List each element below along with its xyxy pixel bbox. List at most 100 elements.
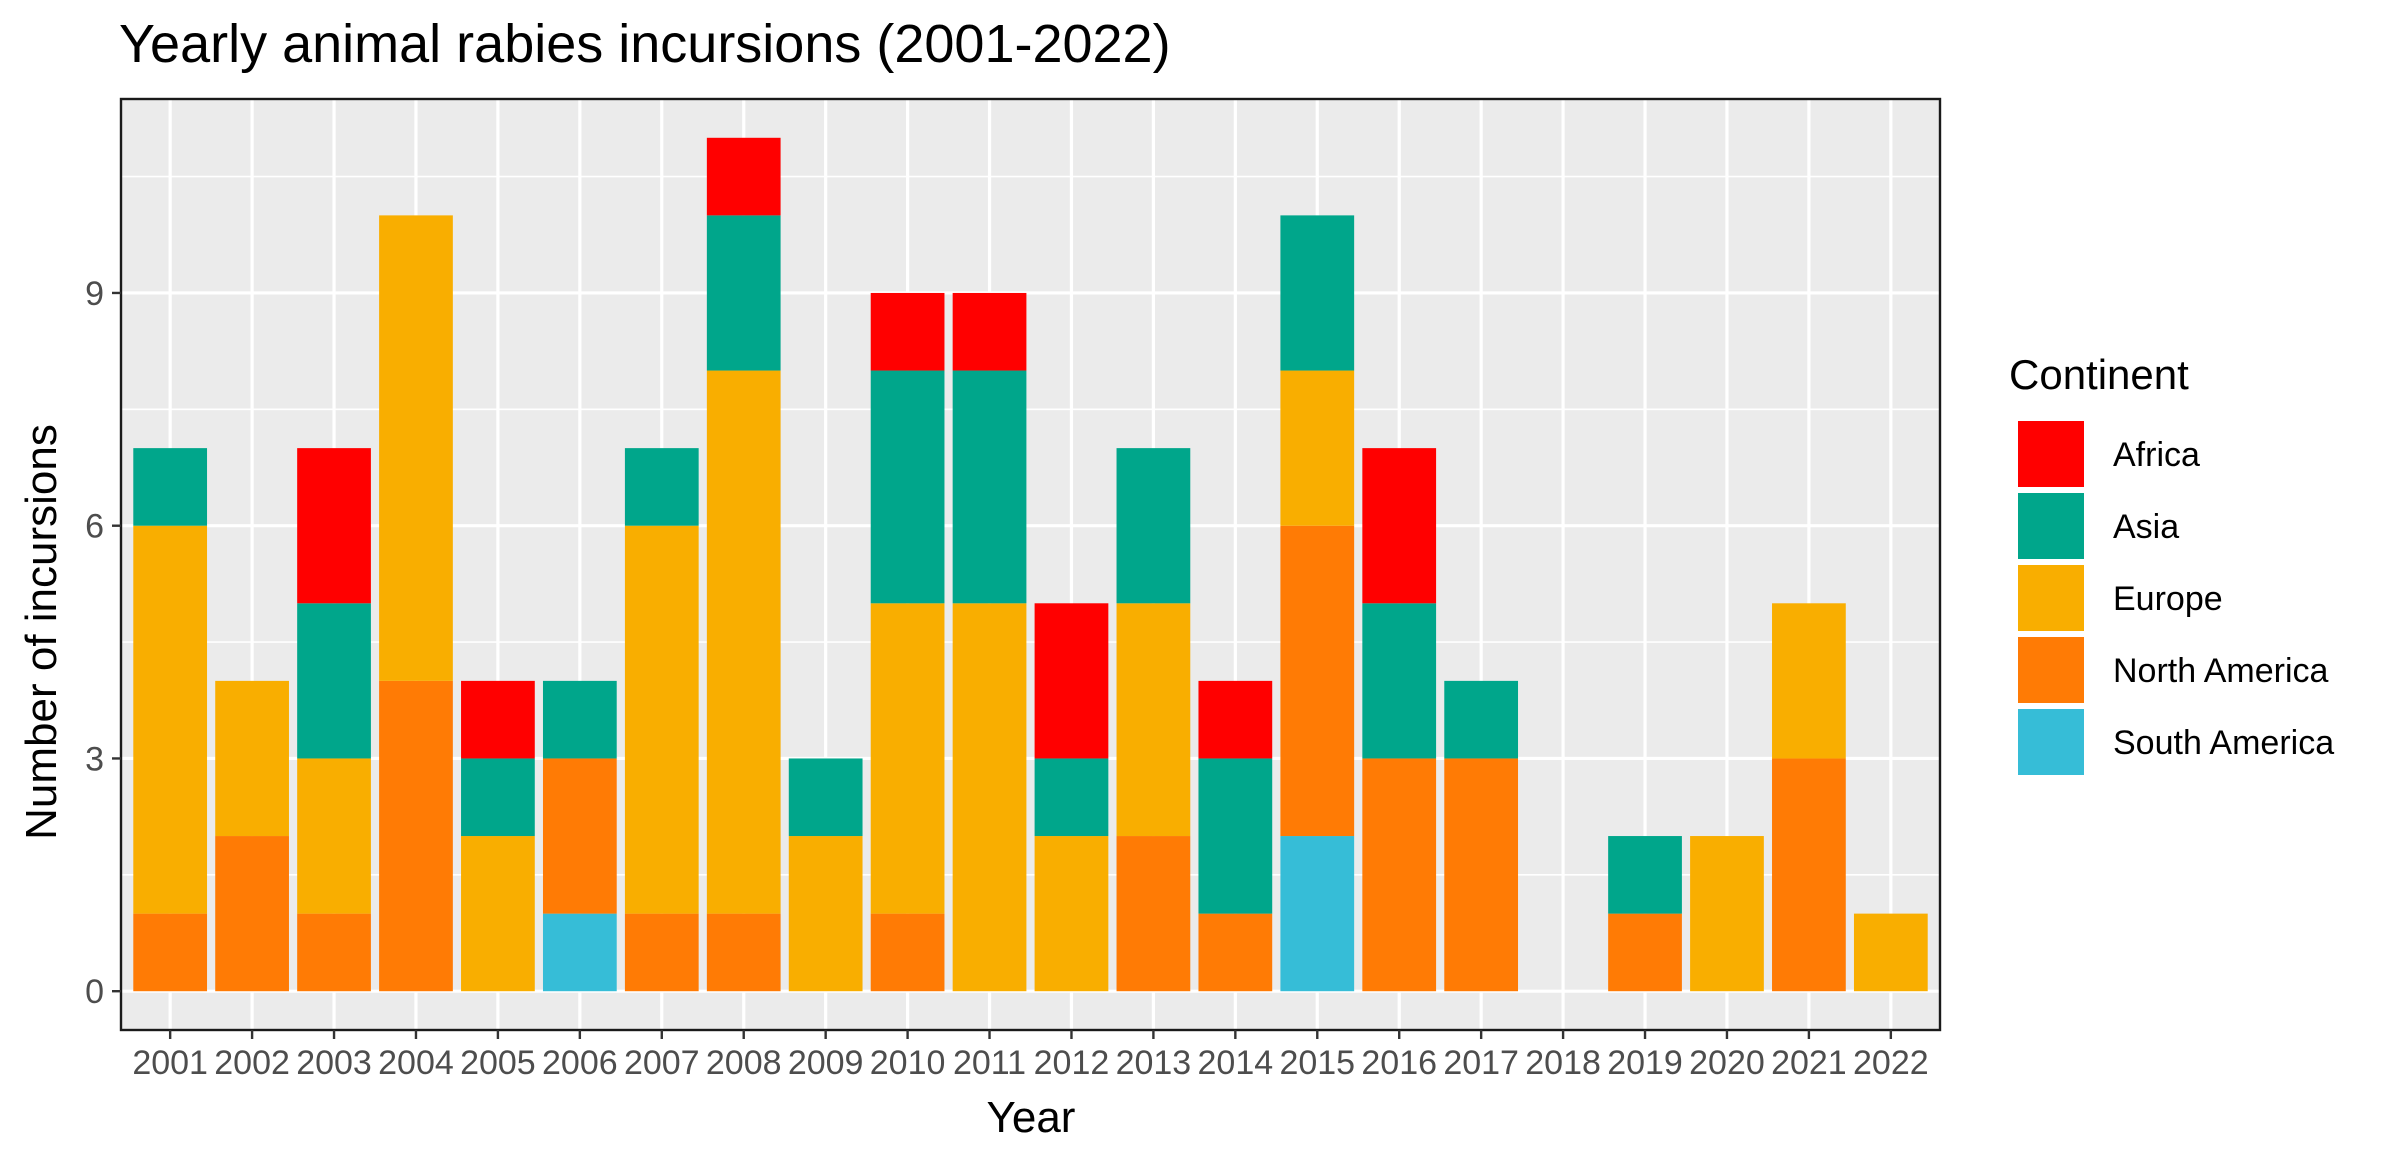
legend: Africa Asia Europe North America South Ameri… bbox=[2018, 421, 2334, 775]
legend-key bbox=[2018, 637, 2084, 703]
bar-segment bbox=[1608, 913, 1682, 992]
y-tick-label: 3 bbox=[85, 740, 104, 778]
bar-segment bbox=[215, 680, 289, 837]
bar-segment bbox=[706, 913, 781, 992]
x-tick-label: 2003 bbox=[296, 1044, 372, 1082]
bar-segment bbox=[1280, 525, 1355, 837]
bar-segment bbox=[1772, 758, 1846, 992]
x-tick-label: 2002 bbox=[214, 1044, 290, 1082]
bar-segment bbox=[1690, 836, 1764, 992]
bar-segment bbox=[542, 680, 617, 759]
bar-segment bbox=[1034, 758, 1109, 837]
x-tick-label: 2014 bbox=[1198, 1044, 1274, 1082]
bar-segment bbox=[1853, 913, 1928, 992]
y-tick-label: 9 bbox=[85, 275, 104, 313]
legend-key bbox=[2018, 709, 2084, 775]
bar-segment bbox=[1772, 603, 1846, 759]
bar-segment bbox=[870, 913, 945, 992]
bar-segment bbox=[379, 215, 453, 681]
bar-segment bbox=[461, 680, 535, 759]
y-tick-label: 6 bbox=[85, 508, 104, 546]
x-tick-label: 2001 bbox=[132, 1044, 208, 1082]
bar-segment bbox=[952, 370, 1027, 604]
plot-area: 0 3 6 9 2001 2002 2003 2004 2005 2006 2007 2008 2009… bbox=[85, 97, 1942, 1082]
x-tick-label: 2022 bbox=[1853, 1044, 1929, 1082]
bar-segment bbox=[952, 603, 1027, 992]
panel-border bbox=[119, 97, 1942, 1032]
chart-title: Yearly animal rabies incursions (2001-20… bbox=[119, 14, 1171, 74]
bar-segment bbox=[1444, 758, 1519, 992]
bar-segment bbox=[133, 525, 208, 914]
bar-segment bbox=[706, 137, 781, 216]
bar-segment bbox=[379, 680, 453, 992]
bar-segment bbox=[1116, 603, 1191, 837]
bar-segment bbox=[1198, 913, 1273, 992]
x-tick-label: 2008 bbox=[706, 1044, 782, 1082]
x-tick-label: 2007 bbox=[624, 1044, 700, 1082]
legend-key bbox=[2018, 493, 2084, 559]
bar-segment bbox=[297, 603, 371, 759]
bar-segment bbox=[788, 758, 863, 837]
bar-segment bbox=[133, 913, 208, 992]
x-tick-label: 2010 bbox=[870, 1044, 946, 1082]
bar-segment bbox=[297, 758, 371, 914]
x-tick-label: 2019 bbox=[1607, 1044, 1683, 1082]
x-tick-label: 2017 bbox=[1443, 1044, 1519, 1082]
bar-segment bbox=[788, 836, 863, 992]
x-tick-label: 2016 bbox=[1361, 1044, 1437, 1082]
bar-segment bbox=[1280, 370, 1355, 526]
x-tick-label: 2020 bbox=[1689, 1044, 1765, 1082]
bar-segment bbox=[624, 913, 699, 992]
bar-segment bbox=[215, 836, 289, 992]
legend-label: Africa bbox=[2113, 436, 2200, 474]
legend-label: North America bbox=[2113, 652, 2328, 690]
bar-segment bbox=[1362, 603, 1437, 759]
legend-label: Asia bbox=[2113, 508, 2179, 546]
bar-segment bbox=[461, 758, 535, 837]
bar-segment bbox=[706, 370, 781, 914]
x-tick-label: 2021 bbox=[1771, 1044, 1847, 1082]
bar-segment bbox=[1034, 836, 1109, 992]
y-axis-title: Number of incursions bbox=[17, 424, 66, 840]
x-tick-label: 2012 bbox=[1034, 1044, 1110, 1082]
x-tick-label: 2004 bbox=[378, 1044, 454, 1082]
bar-segment bbox=[624, 525, 699, 914]
bar-segment bbox=[624, 448, 699, 526]
bar-segment bbox=[297, 448, 371, 604]
bar-segment bbox=[706, 215, 781, 371]
bar-segment bbox=[297, 913, 371, 992]
bar-segment bbox=[1116, 836, 1191, 992]
bar-segment bbox=[133, 448, 208, 526]
bar-segment bbox=[1116, 448, 1191, 604]
legend-key bbox=[2018, 421, 2084, 487]
legend-key bbox=[2018, 565, 2084, 631]
bar-segment bbox=[1034, 603, 1109, 759]
x-axis-title: Year bbox=[987, 1093, 1076, 1142]
bar-segment bbox=[870, 603, 945, 914]
bar-segment bbox=[542, 913, 617, 992]
bar-segment bbox=[870, 370, 945, 604]
x-tick-label: 2005 bbox=[460, 1044, 536, 1082]
bar-segment bbox=[1362, 448, 1437, 604]
x-tick-label: 2006 bbox=[542, 1044, 618, 1082]
bar-segment bbox=[1198, 758, 1273, 914]
x-tick-label: 2011 bbox=[953, 1044, 1026, 1082]
bar-segment bbox=[542, 758, 617, 914]
x-tick-label: 2009 bbox=[788, 1044, 864, 1082]
x-tick-label: 2013 bbox=[1116, 1044, 1192, 1082]
x-tick-label: 2015 bbox=[1279, 1044, 1355, 1082]
bar-segment bbox=[1280, 215, 1355, 371]
legend-label: South America bbox=[2113, 724, 2334, 762]
legend-title: Continent bbox=[2009, 351, 2189, 398]
y-tick-label: 0 bbox=[85, 973, 104, 1011]
bar-segment bbox=[952, 292, 1027, 371]
bar-segment bbox=[870, 292, 945, 371]
bar-segment bbox=[1362, 758, 1437, 992]
legend-label: Europe bbox=[2113, 580, 2223, 618]
x-tick-label: 2018 bbox=[1525, 1044, 1601, 1082]
bar-segment bbox=[1280, 836, 1355, 992]
bar-segment bbox=[461, 836, 535, 992]
bar-segment bbox=[1198, 680, 1273, 759]
bar-segment bbox=[1608, 836, 1682, 914]
